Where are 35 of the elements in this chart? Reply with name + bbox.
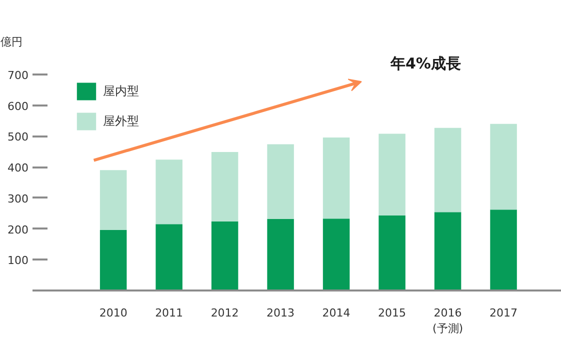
x-tick-label: 2017: [490, 306, 518, 320]
bar: [434, 128, 462, 212]
bar: [156, 160, 182, 224]
legend-label: 屋外型: [103, 112, 139, 130]
bar: [267, 218, 294, 290]
y-tick-label: 100: [8, 254, 29, 268]
x-tick-label: 2013: [266, 306, 295, 320]
bar: [322, 137, 350, 219]
y-axis-title: 億円: [0, 36, 22, 48]
x-tick-label: 2010: [99, 306, 128, 320]
x-tick-label: 2012: [210, 306, 239, 320]
bar: [434, 212, 462, 290]
bar: [211, 152, 238, 222]
y-tick-label: 500: [8, 130, 29, 144]
bar: [156, 224, 182, 290]
bar: [490, 210, 517, 290]
y-tick-label: 400: [8, 162, 29, 175]
x-tick-label: 2015: [378, 306, 406, 320]
bar: [100, 230, 127, 290]
bar: [378, 134, 406, 216]
bar: [490, 124, 517, 210]
bar: [211, 221, 238, 290]
y-tick-label: 600: [8, 100, 29, 113]
y-tick-label: 700: [8, 69, 29, 82]
bar: [100, 170, 127, 230]
bar: [322, 218, 350, 290]
y-tick-label: 200: [8, 223, 29, 236]
y-tick-label: 300: [8, 192, 29, 206]
legend-label: 屋内型: [103, 82, 139, 100]
bar: [378, 216, 406, 290]
x-tick-label: 2014: [322, 306, 350, 320]
bar: [267, 144, 294, 219]
x-tick-label: 2016 (予測): [432, 306, 464, 336]
text: 年4%成長: [390, 54, 461, 72]
x-tick-label: 2011: [155, 306, 184, 320]
